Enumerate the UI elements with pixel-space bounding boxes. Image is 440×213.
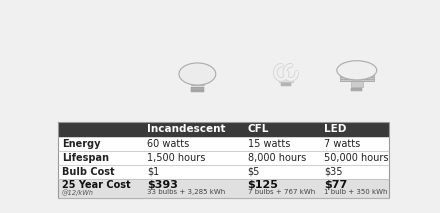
- Text: 33 bulbs + 3,285 kWh: 33 bulbs + 3,285 kWh: [147, 190, 225, 196]
- Bar: [59, 151, 389, 165]
- Bar: [191, 88, 204, 89]
- Bar: [59, 121, 389, 198]
- Bar: [59, 121, 389, 137]
- Text: $35: $35: [324, 167, 343, 177]
- Bar: [281, 84, 291, 85]
- Text: 60 watts: 60 watts: [147, 139, 189, 149]
- Bar: [59, 137, 389, 151]
- Text: 1,500 hours: 1,500 hours: [147, 153, 205, 163]
- Bar: [281, 85, 291, 86]
- Text: 7 bulbs + 767 kWh: 7 bulbs + 767 kWh: [248, 190, 315, 196]
- Text: 50,000 hours: 50,000 hours: [324, 153, 389, 163]
- Bar: [351, 81, 363, 87]
- Bar: [351, 88, 362, 89]
- Text: $5: $5: [248, 167, 260, 177]
- Bar: [340, 71, 374, 81]
- Text: Bulb Cost: Bulb Cost: [62, 167, 114, 177]
- Ellipse shape: [179, 63, 216, 85]
- Text: $125: $125: [248, 180, 279, 190]
- Text: LED: LED: [324, 124, 347, 134]
- Bar: [281, 83, 291, 84]
- Bar: [191, 91, 204, 92]
- Text: $393: $393: [147, 180, 178, 190]
- Text: $77: $77: [324, 180, 348, 190]
- Bar: [191, 78, 204, 85]
- Text: 25 Year Cost: 25 Year Cost: [62, 180, 130, 190]
- Text: @12/kWh: @12/kWh: [62, 189, 94, 196]
- Text: Lifespan: Lifespan: [62, 153, 109, 163]
- Bar: [279, 77, 293, 82]
- Text: Incandescent: Incandescent: [147, 124, 226, 134]
- Bar: [59, 179, 389, 198]
- Bar: [59, 165, 389, 179]
- Bar: [191, 87, 204, 88]
- Ellipse shape: [337, 61, 377, 80]
- Bar: [191, 90, 204, 91]
- Bar: [351, 89, 362, 90]
- Text: 7 watts: 7 watts: [324, 139, 361, 149]
- Text: $1: $1: [147, 167, 159, 177]
- Text: CFL: CFL: [248, 124, 269, 134]
- Text: 8,000 hours: 8,000 hours: [248, 153, 306, 163]
- Text: 15 watts: 15 watts: [248, 139, 290, 149]
- Text: Energy: Energy: [62, 139, 100, 149]
- Text: 1 bulb + 350 kWh: 1 bulb + 350 kWh: [324, 190, 388, 196]
- Bar: [351, 90, 362, 91]
